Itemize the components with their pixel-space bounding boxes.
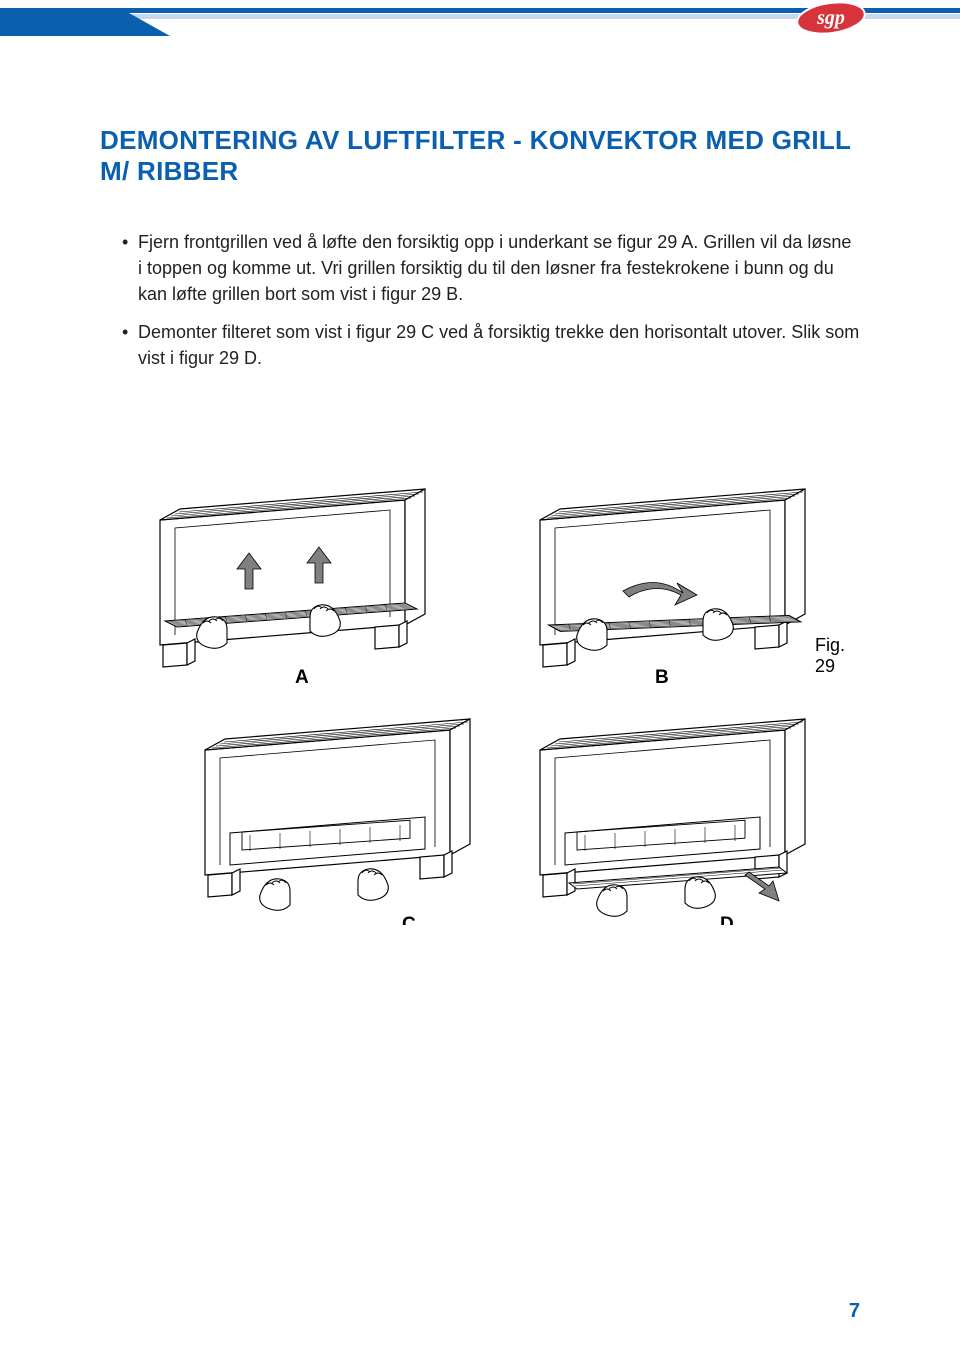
page-number: 7 xyxy=(849,1300,860,1323)
svg-text:D: D xyxy=(720,914,734,925)
brand-logo: sgp xyxy=(792,0,870,42)
figure-caption: Fig. 29 xyxy=(815,635,855,677)
svg-text:B: B xyxy=(655,667,669,688)
panel-c: C xyxy=(205,719,470,925)
figure-29: A B C xyxy=(115,465,855,925)
instruction-item: Demonter filteret som vist i figur 29 C … xyxy=(122,319,860,371)
panel-a: A xyxy=(160,489,425,688)
svg-text:sgp: sgp xyxy=(816,7,845,29)
page-title: DEMONTERING AV LUFTFILTER - KONVEKTOR ME… xyxy=(100,125,860,187)
instruction-item: Fjern frontgrillen ved å løfte den forsi… xyxy=(122,229,860,307)
panel-d: D xyxy=(540,719,805,925)
panel-b: B xyxy=(540,489,805,688)
svg-text:A: A xyxy=(295,667,309,688)
header-bar: sgp xyxy=(0,0,960,32)
instruction-list: Fjern frontgrillen ved å løfte den forsi… xyxy=(122,229,860,371)
svg-text:C: C xyxy=(402,914,416,925)
